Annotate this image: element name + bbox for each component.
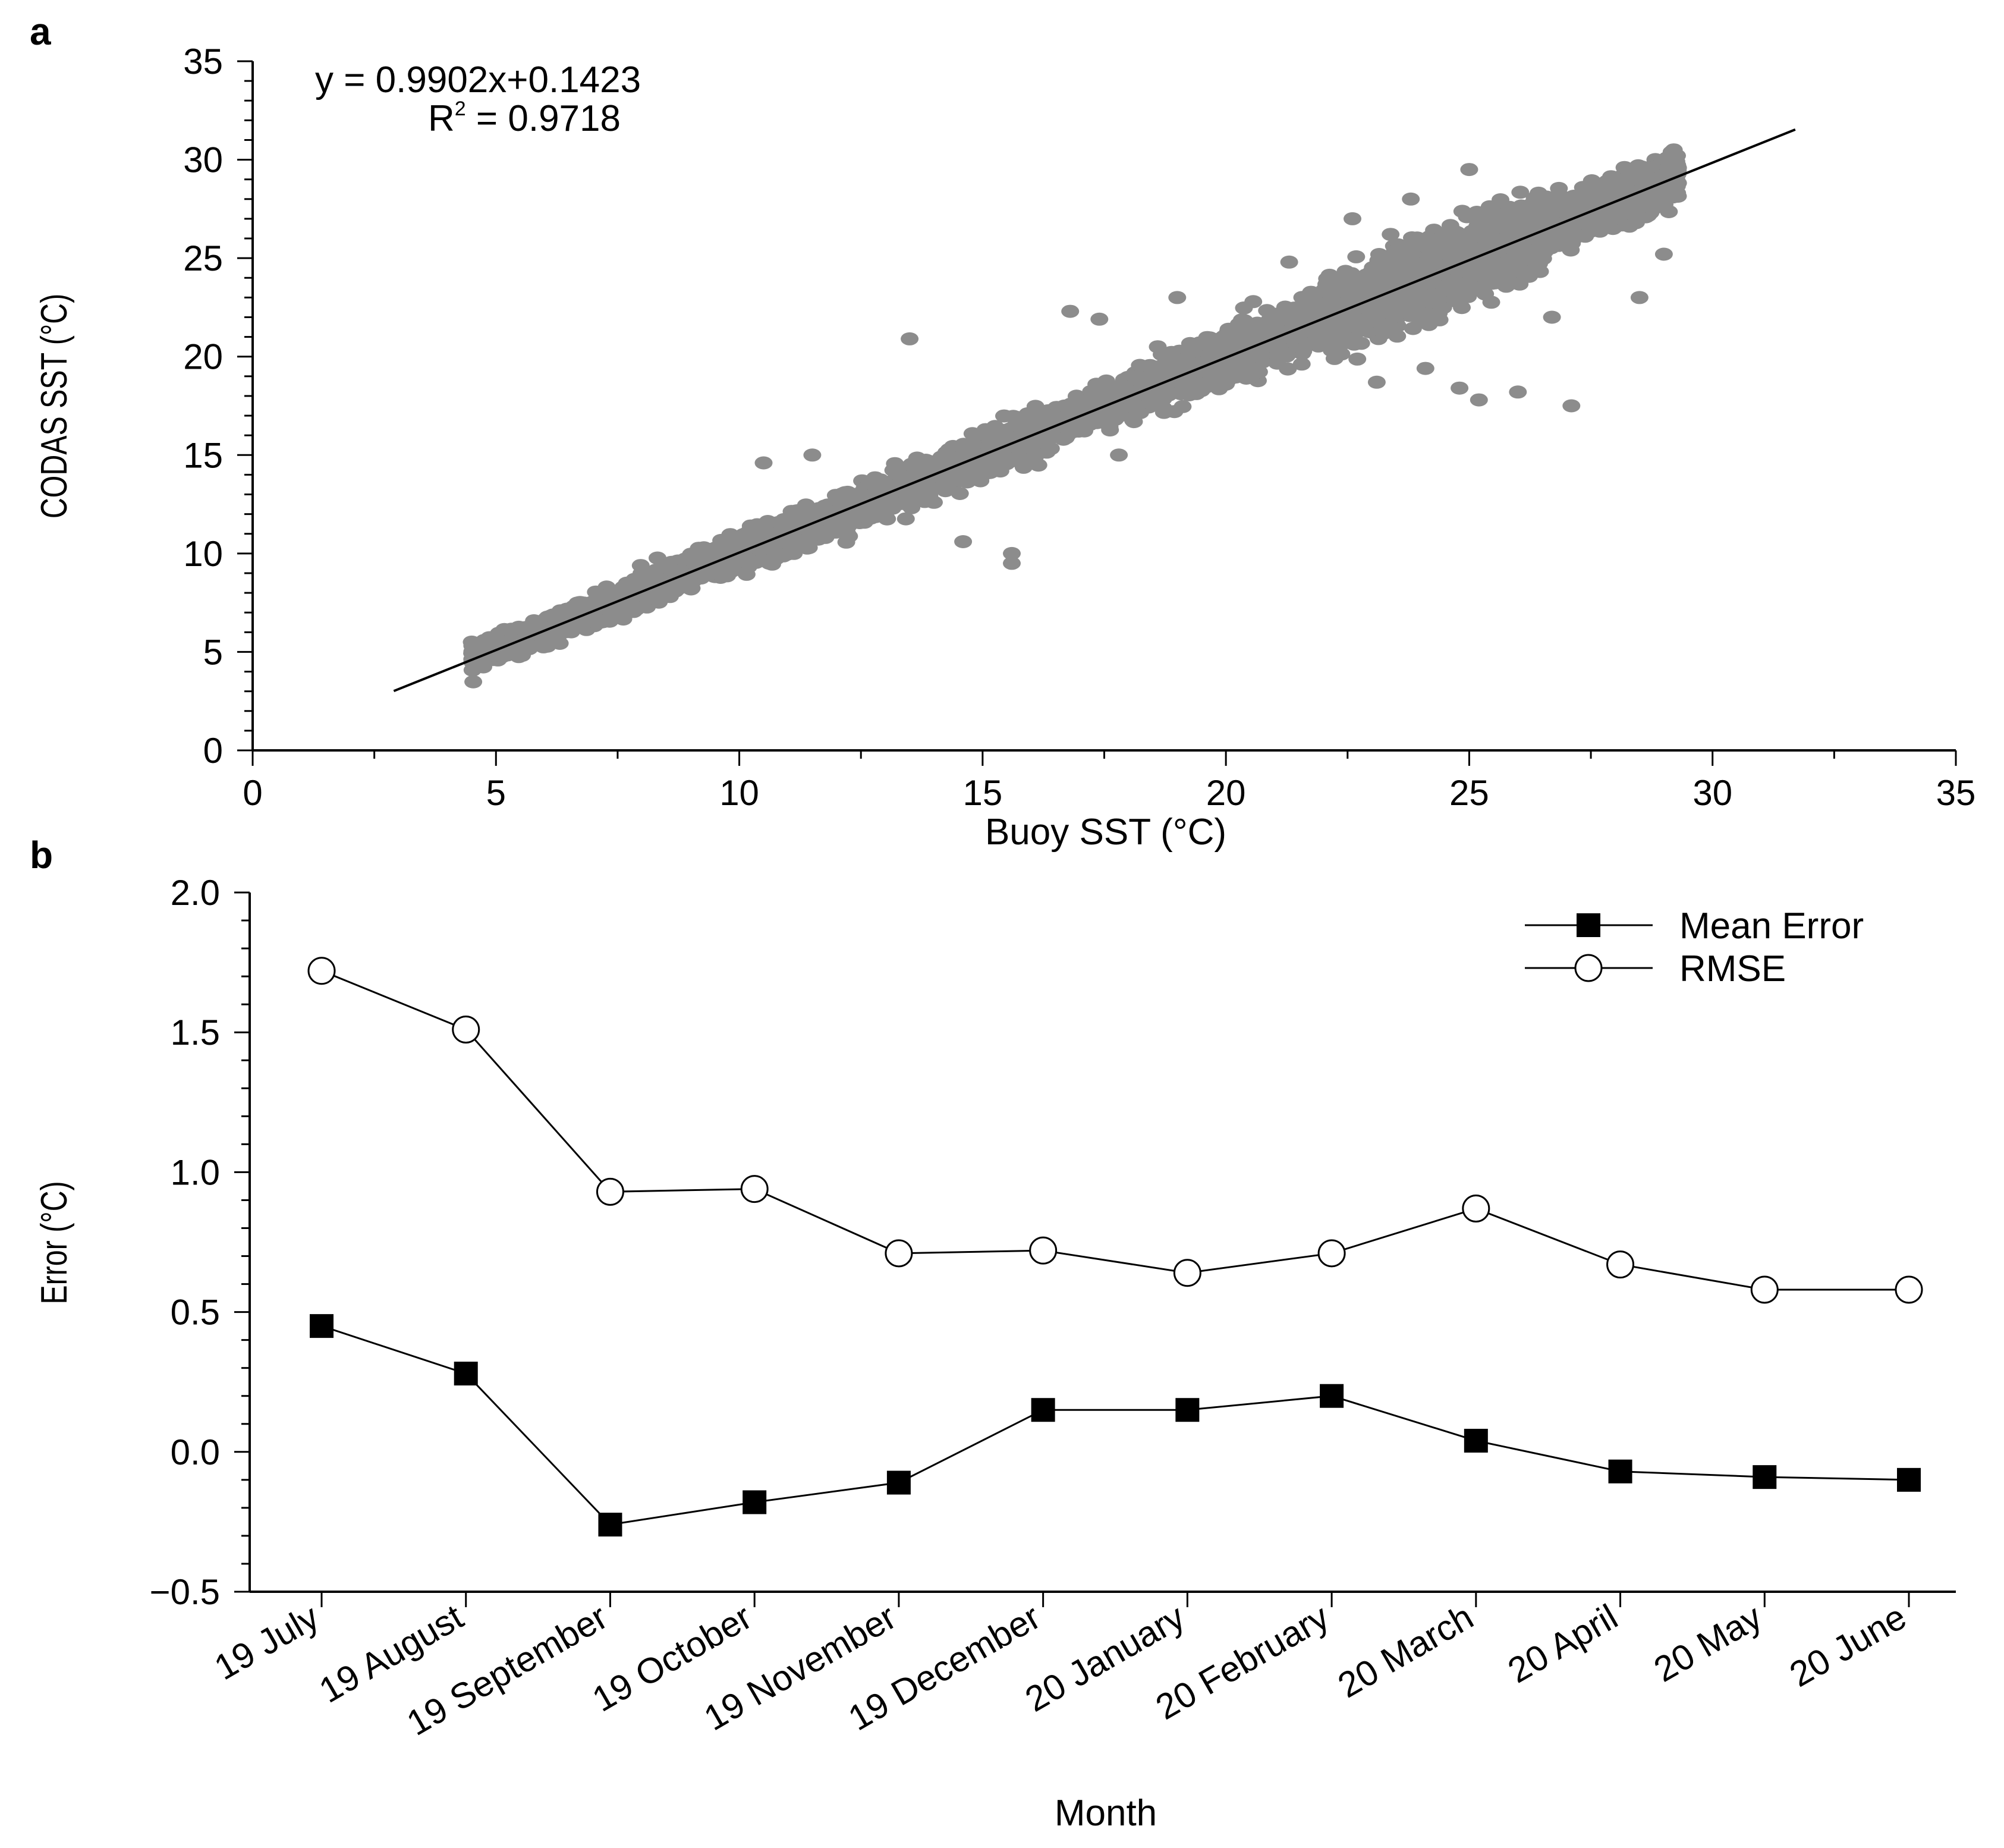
scatter-point bbox=[1279, 362, 1297, 376]
scatter-point bbox=[463, 656, 482, 669]
scatter-point bbox=[1292, 357, 1311, 371]
scatter-point bbox=[1127, 402, 1145, 416]
scatter-point bbox=[1263, 315, 1281, 328]
scatter-point bbox=[558, 625, 576, 639]
scatter-point bbox=[908, 451, 926, 465]
scatter-point bbox=[886, 457, 904, 470]
scatter-point bbox=[1278, 347, 1297, 361]
scatter-point bbox=[1175, 357, 1194, 371]
scatter-point bbox=[797, 537, 816, 551]
scatter-point bbox=[1180, 388, 1198, 401]
scatter-point bbox=[971, 474, 990, 488]
scatter-point bbox=[625, 601, 643, 615]
scatter-point bbox=[1428, 310, 1446, 323]
scatter-point bbox=[693, 549, 712, 562]
scatter-point bbox=[526, 620, 545, 634]
scatter-point bbox=[1154, 406, 1173, 419]
scatter-point bbox=[1241, 370, 1260, 384]
scatter-point bbox=[1511, 186, 1530, 199]
scatter-point bbox=[647, 592, 666, 606]
scatter-point bbox=[1095, 382, 1113, 396]
scatter-point bbox=[1293, 291, 1311, 304]
scatter-point bbox=[1325, 351, 1344, 365]
scatter-point bbox=[1026, 450, 1045, 463]
scatter-point bbox=[1294, 344, 1313, 358]
scatter-point bbox=[1200, 375, 1217, 389]
scatter-points bbox=[463, 143, 1687, 689]
scatter-point bbox=[662, 562, 681, 576]
scatter-point bbox=[866, 471, 884, 485]
scatter-point bbox=[1125, 415, 1143, 429]
scatter-point bbox=[1316, 285, 1335, 298]
scatter-point bbox=[906, 467, 924, 480]
scatter-point bbox=[464, 675, 483, 689]
scatter-point bbox=[923, 482, 942, 496]
scatter-point bbox=[649, 551, 666, 565]
scatter-point bbox=[1249, 350, 1267, 363]
scatter-point bbox=[1018, 407, 1037, 420]
scatter-point bbox=[614, 612, 633, 626]
scatter-point bbox=[836, 486, 854, 500]
scatter-point bbox=[572, 606, 590, 620]
scatter-point bbox=[778, 547, 797, 561]
scatter-point bbox=[725, 530, 743, 543]
scatter-point bbox=[1244, 295, 1263, 309]
scatter-point bbox=[1101, 423, 1119, 437]
scatter-point bbox=[1347, 250, 1366, 263]
scatter-point bbox=[963, 427, 981, 441]
scatter-point bbox=[1348, 352, 1367, 366]
scatter-point bbox=[1180, 344, 1198, 358]
panel-a-letter: a bbox=[30, 10, 51, 53]
scatter-point bbox=[1382, 228, 1400, 241]
scatter-point bbox=[1131, 359, 1149, 372]
scatter-point bbox=[1037, 410, 1055, 423]
scatter-point bbox=[681, 568, 699, 582]
scatter-point bbox=[896, 512, 915, 526]
scatter-point bbox=[981, 448, 1000, 462]
scatter-point bbox=[1453, 301, 1471, 315]
scatter-point bbox=[509, 620, 528, 634]
scatter-point bbox=[729, 553, 747, 567]
scatter-point bbox=[995, 423, 1014, 437]
scatter-point bbox=[981, 466, 1000, 479]
scatter-point bbox=[1201, 341, 1219, 354]
scatter-point bbox=[980, 431, 999, 445]
scatter-point bbox=[1014, 422, 1033, 435]
scatter-point bbox=[744, 528, 763, 542]
scatter-point bbox=[1258, 304, 1276, 318]
scatter-point bbox=[1056, 431, 1075, 445]
